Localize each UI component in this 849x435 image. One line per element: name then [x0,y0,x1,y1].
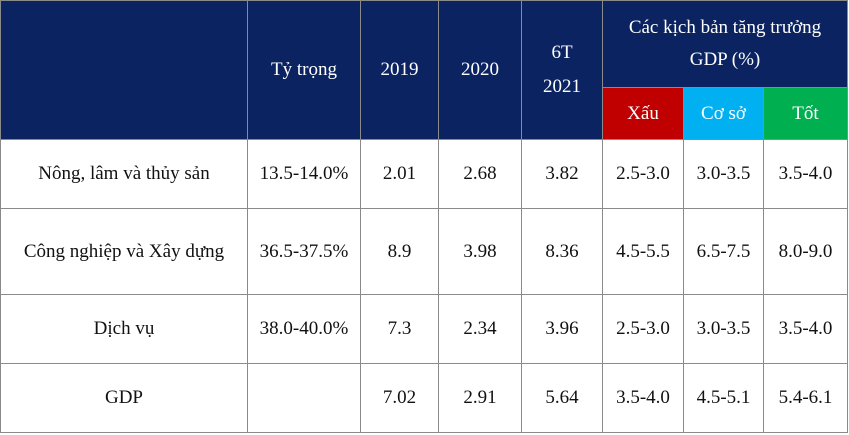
header-share: Tỷ trọng [247,0,361,140]
value-6t2021-cell: 5.64 [521,363,603,433]
sector-cell: Công nghiệp và Xây dựng [0,208,248,295]
scenario-base-cell: 3.0-3.5 [683,139,764,209]
sector-cell: Nông, lâm và thủy sản [0,139,248,209]
scenario-bad-cell: 2.5-3.0 [602,139,684,209]
header-scenario-base: Cơ sở [683,87,764,140]
share-cell [247,363,361,433]
sector-cell: Dịch vụ [0,294,248,364]
value-6t2021-cell: 3.96 [521,294,603,364]
share-cell: 38.0-40.0% [247,294,361,364]
header-sector [0,0,248,140]
scenario-base-cell: 6.5-7.5 [683,208,764,295]
header-2020: 2020 [438,0,522,140]
table-row: Dịch vụ 38.0-40.0% 7.3 2.34 3.96 2.5-3.0… [0,294,848,364]
value-6t2021-cell: 8.36 [521,208,603,295]
value-2019-cell: 7.02 [360,363,439,433]
table-row: Công nghiệp và Xây dựng 36.5-37.5% 8.9 3… [0,208,848,295]
table-row: Nông, lâm và thủy sản 13.5-14.0% 2.01 2.… [0,139,848,209]
scenario-good-cell: 3.5-4.0 [763,139,848,209]
header-scenario-good: Tốt [763,87,848,140]
value-2019-cell: 8.9 [360,208,439,295]
scenario-bad-cell: 4.5-5.5 [602,208,684,295]
header-6t-2021: 6T 2021 [521,0,603,140]
header-6t-label: 6T [551,42,573,63]
header-scenario-bad: Xấu [602,87,684,140]
scenario-good-cell: 8.0-9.0 [763,208,848,295]
scenario-base-cell: 3.0-3.5 [683,294,764,364]
scenario-base-cell: 4.5-5.1 [683,363,764,433]
value-2020-cell: 2.91 [438,363,522,433]
scenario-bad-cell: 3.5-4.0 [602,363,684,433]
scenario-good-cell: 3.5-4.0 [763,294,848,364]
scenario-bad-cell: 2.5-3.0 [602,294,684,364]
table-row: GDP 7.02 2.91 5.64 3.5-4.0 4.5-5.1 5.4-6… [0,363,848,433]
value-2019-cell: 7.3 [360,294,439,364]
value-6t2021-cell: 3.82 [521,139,603,209]
scenario-good-cell: 5.4-6.1 [763,363,848,433]
header-2021-label: 2021 [543,76,581,97]
value-2020-cell: 2.34 [438,294,522,364]
header-scenarios: Các kịch bản tăng trưởng GDP (%) [602,0,848,88]
value-2019-cell: 2.01 [360,139,439,209]
share-cell: 13.5-14.0% [247,139,361,209]
share-cell: 36.5-37.5% [247,208,361,295]
sector-cell: GDP [0,363,248,433]
value-2020-cell: 3.98 [438,208,522,295]
value-2020-cell: 2.68 [438,139,522,209]
header-2019: 2019 [360,0,439,140]
